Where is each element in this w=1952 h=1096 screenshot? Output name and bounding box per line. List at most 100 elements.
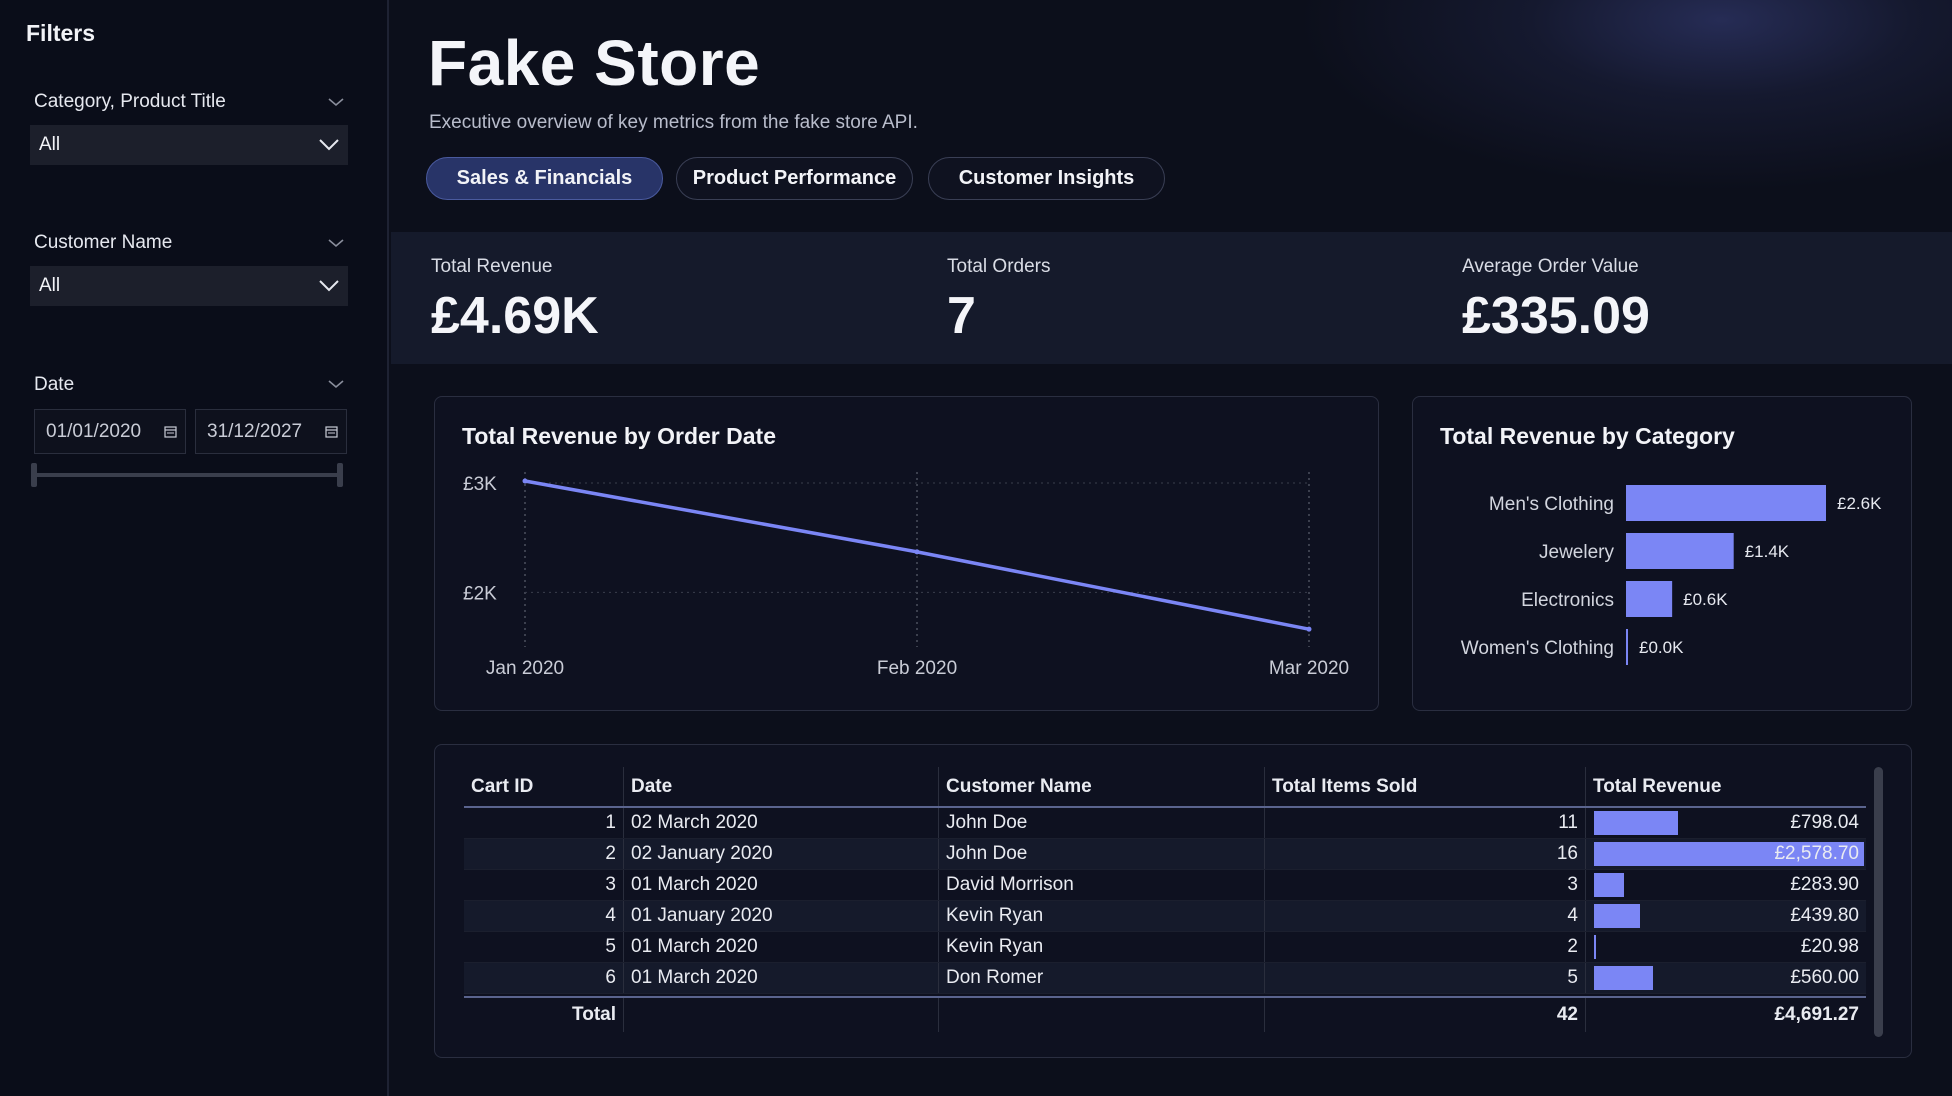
date-cell: 01 March 2020 [624,870,939,900]
date-range-slider[interactable] [34,473,340,477]
revenue-by-category-chart: Men's Clothing £2.6K Jewelery £1.4K Electron… [1461,485,1882,665]
items-sold-cell: 3 [1265,870,1586,900]
date-range-end-handle[interactable] [337,463,343,487]
date-cell: 02 March 2020 [624,808,939,838]
revenue-value: £20.98 [1800,936,1859,957]
items-sold-cell: 4 [1265,901,1586,931]
items-sold-cell: 5 [1265,963,1586,993]
revenue-data-bar [1594,966,1653,990]
total-date-cell [624,998,939,1032]
end-date-value: 31/12/2027 [207,420,303,442]
kpi-total-revenue: Total Revenue £4.69K [431,256,599,346]
table-row[interactable]: 6 01 March 2020 Don Romer 5 £560.00 [464,963,1866,994]
table-row[interactable]: 5 01 March 2020 Kevin Ryan 2 £20.98 [464,932,1866,963]
collapse-chevron-icon[interactable] [326,96,346,108]
revenue-value: £439.80 [1790,905,1859,926]
revenue-data-bar [1594,873,1624,897]
page-title: Fake Store [428,27,761,99]
bar-value-label: £0.6K [1683,590,1728,609]
table-row[interactable]: 4 01 January 2020 Kevin Ryan 4 £439.80 [464,901,1866,932]
chevron-down-icon [319,139,339,151]
category-label: Men's Clothing [1489,494,1614,515]
filters-pane: Filters Category, Product Title All Cust… [0,0,389,1096]
table-row[interactable]: 1 02 March 2020 John Doe 11 £798.04 [464,808,1866,839]
items-sold-cell: 11 [1265,808,1586,838]
kpi-value: £335.09 [1462,287,1650,345]
category-bar[interactable] [1626,581,1673,617]
x-tick-label: Mar 2020 [1269,658,1349,679]
chart-title: Total Revenue by Category [1440,423,1735,449]
kpi-label: Average Order Value [1462,256,1639,277]
revenue-cell: £2,578.70 [1586,839,1866,869]
category-bar[interactable] [1626,485,1826,521]
y-tick-label: £3K [463,474,497,495]
cart-id-cell: 4 [464,901,624,931]
customer-name-cell: Kevin Ryan [939,901,1265,931]
column-header-total-items-sold[interactable]: Total Items Sold [1265,767,1586,806]
calendar-icon[interactable] [164,426,177,438]
table-row[interactable]: 2 02 January 2020 John Doe 16 £2,578.70 [464,839,1866,870]
end-date-input[interactable]: 31/12/2027 [195,409,347,454]
customer-name-cell: David Morrison [939,870,1265,900]
table-total-row: Total 42 £4,691.27 [464,996,1866,1032]
total-items-sold: 42 [1265,998,1586,1032]
customer-name-cell: John Doe [939,839,1265,869]
tab-customer-insights[interactable]: Customer Insights [928,157,1165,200]
chart-title: Total Revenue by Order Date [462,423,776,449]
column-header-date[interactable]: Date [624,767,939,806]
customer-filter-value: All [39,275,61,296]
report-header: Fake Store Executive overview of key met… [391,0,1952,232]
date-cell: 01 March 2020 [624,932,939,962]
tab-product-performance[interactable]: Product Performance [676,157,913,200]
filters-title: Filters [26,20,96,46]
customer-filter-label: Customer Name [34,232,173,253]
data-point[interactable] [522,478,528,484]
category-bar[interactable] [1626,533,1734,569]
kpi-band: Total Revenue £4.69K Total Orders 7 Aver… [391,232,1952,364]
column-header-customer-name[interactable]: Customer Name [939,767,1265,806]
cart-id-cell: 1 [464,808,624,838]
revenue-value: £2,578.70 [1774,843,1859,864]
revenue-value: £560.00 [1790,967,1859,988]
start-date-input[interactable]: 01/01/2020 [34,409,186,454]
cart-id-cell: 2 [464,839,624,869]
collapse-chevron-icon[interactable] [326,378,346,390]
collapse-chevron-icon[interactable] [326,237,346,249]
tab-sales-financials[interactable]: Sales & Financials [426,157,663,200]
date-range-start-handle[interactable] [31,463,37,487]
bar-value-label: £2.6K [1837,494,1882,513]
data-point[interactable] [914,549,920,555]
kpi-average-order-value: Average Order Value £335.09 [1462,256,1650,346]
category-bar[interactable] [1626,629,1628,665]
data-point[interactable] [1306,626,1312,632]
table-row[interactable]: 3 01 March 2020 David Morrison 3 £283.90 [464,870,1866,901]
total-customer-cell [939,998,1265,1032]
page-subtitle: Executive overview of key metrics from t… [429,112,918,133]
revenue-cell: £20.98 [1586,932,1866,962]
total-revenue: £4,691.27 [1774,1004,1859,1025]
customer-filter-select[interactable]: All [30,266,348,306]
tab-label: Product Performance [692,167,897,189]
table-scrollbar[interactable] [1874,767,1883,1037]
revenue-cell: £560.00 [1586,963,1866,993]
total-label: Total [464,998,624,1032]
items-sold-cell: 2 [1265,932,1586,962]
bar-value-label: £0.0K [1639,638,1684,657]
category-filter-select[interactable]: All [30,125,348,165]
y-tick-label: £2K [463,583,497,604]
revenue-value: £283.90 [1790,874,1859,895]
column-header-cart-id[interactable]: Cart ID [464,767,624,806]
x-tick-label: Jan 2020 [486,658,564,679]
column-header-total-revenue[interactable]: Total Revenue [1593,775,1722,797]
kpi-value: 7 [947,287,976,345]
revenue-by-date-card: Total Revenue by Order Date Jan 2020 Feb … [434,396,1379,711]
revenue-by-date-chart: Jan 2020 Feb 2020 Mar 2020 £2K £3K [463,472,1349,679]
kpi-total-orders: Total Orders 7 [947,256,1050,346]
revenue-value: £798.04 [1790,812,1859,833]
customer-name-cell: Don Romer [939,963,1265,993]
bar-value-label: £1.4K [1745,542,1790,561]
table-body: 1 02 March 2020 John Doe 11 £798.04 2 02 Janua… [464,808,1866,994]
revenue-cell: £798.04 [1586,808,1866,838]
calendar-icon[interactable] [325,426,338,438]
revenue-cell: £283.90 [1586,870,1866,900]
